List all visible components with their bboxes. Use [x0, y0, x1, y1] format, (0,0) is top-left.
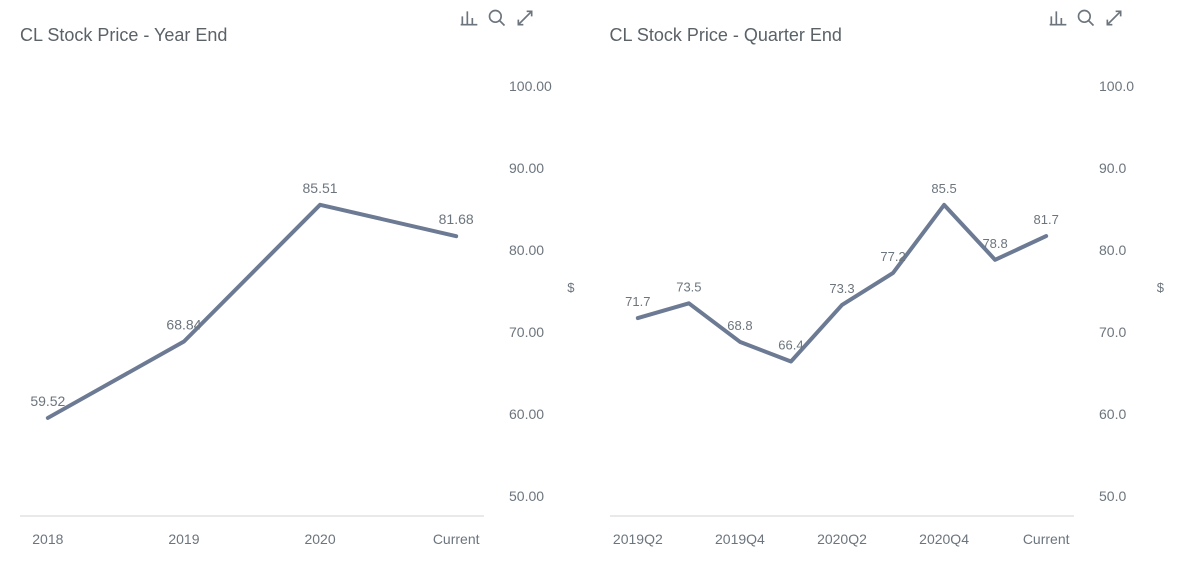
y-tick-label: 100.00: [509, 78, 552, 94]
y-tick-label: 60.0: [1099, 406, 1126, 422]
x-tick-label: 2020Q4: [919, 531, 969, 547]
x-tick-label: 2019: [168, 531, 199, 547]
y-axis-unit: $: [1157, 280, 1164, 295]
data-label: 81.68: [439, 211, 474, 227]
data-label: 71.7: [625, 294, 650, 309]
chart-panel-year-end: CL Stock Price - Year End $ 50.00 60.00 70…: [0, 0, 590, 577]
x-tick-label: Current: [1022, 531, 1069, 547]
bar-chart-icon[interactable]: [459, 8, 479, 28]
line-chart-quarter-end: 50.0 60.0 70.0 80.0 90.0 100.0 2019Q2 2019Q4 202…: [590, 46, 1179, 566]
y-tick-label: 90.00: [509, 160, 544, 176]
chart-title: CL Stock Price - Quarter End: [610, 25, 1179, 46]
y-tick-label: 60.00: [509, 406, 544, 422]
y-tick-label: 80.00: [509, 242, 544, 258]
expand-icon[interactable]: [1104, 8, 1124, 28]
y-axis-unit: $: [567, 280, 574, 295]
data-label: 68.84: [166, 317, 201, 333]
data-label: 59.52: [30, 393, 65, 409]
data-label: 66.4: [778, 338, 803, 353]
data-label: 68.8: [727, 318, 752, 333]
zoom-icon[interactable]: [1076, 8, 1096, 28]
data-label: 85.51: [303, 180, 338, 196]
y-tick-label: 70.0: [1099, 324, 1126, 340]
y-tick-label: 50.0: [1099, 488, 1126, 504]
y-tick-label: 70.00: [509, 324, 544, 340]
data-label: 73.3: [829, 281, 854, 296]
data-label: 77.2: [880, 249, 905, 264]
data-label: 81.7: [1033, 212, 1058, 227]
x-tick-label: Current: [433, 531, 480, 547]
data-label: 85.5: [931, 181, 956, 196]
chart-toolbar: [459, 8, 535, 28]
x-tick-label: 2020Q2: [817, 531, 867, 547]
chart-toolbar: [1048, 8, 1124, 28]
chart-title: CL Stock Price - Year End: [20, 25, 590, 46]
x-tick-label: 2019Q2: [612, 531, 662, 547]
data-label: 78.8: [982, 236, 1007, 251]
x-tick-label: 2019Q4: [715, 531, 765, 547]
series-line: [48, 205, 456, 418]
y-tick-label: 90.0: [1099, 160, 1126, 176]
y-tick-label: 50.00: [509, 488, 544, 504]
y-tick-label: 100.0: [1099, 78, 1134, 94]
chart-panel-quarter-end: CL Stock Price - Quarter End $ 50.0 60.0 7…: [590, 0, 1179, 577]
line-chart-year-end: 50.00 60.00 70.00 80.00 90.00 100.00 2018 2019 2…: [0, 46, 589, 566]
data-label: 73.5: [676, 279, 701, 294]
bar-chart-icon[interactable]: [1048, 8, 1068, 28]
y-tick-label: 80.0: [1099, 242, 1126, 258]
zoom-icon[interactable]: [487, 8, 507, 28]
x-tick-label: 2020: [304, 531, 335, 547]
x-tick-label: 2018: [32, 531, 63, 547]
expand-icon[interactable]: [515, 8, 535, 28]
